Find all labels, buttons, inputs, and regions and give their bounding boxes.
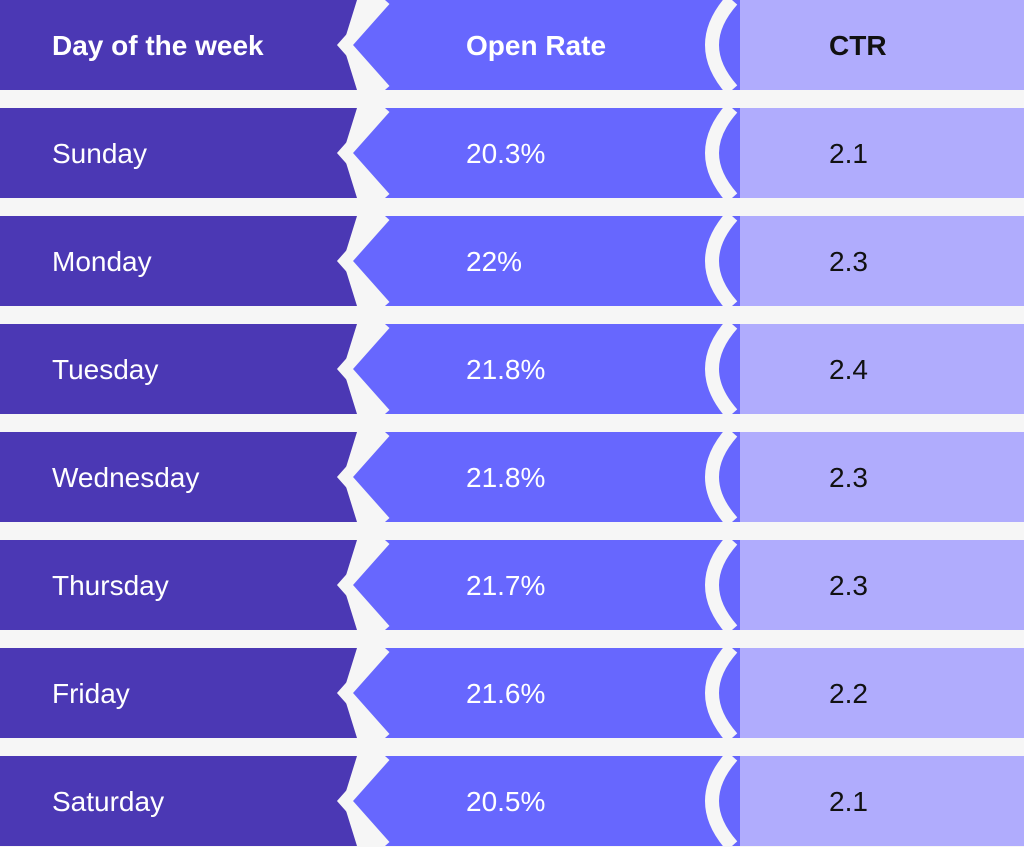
ctr-cell-bg [712, 0, 1024, 90]
open-rate-cell-bg [345, 216, 740, 306]
day-label: Saturday [52, 786, 164, 817]
ctr-cell-bg [712, 324, 1024, 414]
day-cell-bg [0, 108, 357, 198]
open-rate-value: 21.8% [466, 354, 545, 385]
day-cell-bg [0, 0, 357, 90]
ctr-value: 2.1 [829, 138, 868, 169]
ctr-value: 2.3 [829, 570, 868, 601]
ctr-cell-bg [712, 216, 1024, 306]
day-label: Monday [52, 246, 152, 277]
ctr-cell-bg [712, 540, 1024, 630]
ctr-value: 2.4 [829, 354, 868, 385]
open-rate-value: 21.6% [466, 678, 545, 709]
table-row: Monday 22% 2.3 [0, 211, 1024, 311]
day-cell-bg [0, 432, 357, 522]
ctr-cell-divider [705, 535, 738, 635]
open-rate-value: 20.5% [466, 786, 545, 817]
table-row: Friday 21.6% 2.2 [0, 643, 1024, 743]
header-row: Day of the week Open Rate CTR [0, 0, 1024, 95]
open-rate-cell-bg [345, 540, 740, 630]
ctr-cell-divider [705, 643, 738, 743]
day-cell-divider [336, 752, 390, 847]
day-cell-divider [336, 0, 390, 94]
day-cell-bg [0, 540, 357, 630]
ctr-value: 2.3 [829, 246, 868, 277]
open-rate-value: 22% [466, 246, 522, 277]
table-row: Sunday 20.3% 2.1 [0, 103, 1024, 203]
open-rate-cell-bg [345, 324, 740, 414]
day-cell-divider [336, 428, 390, 526]
column-header-day: Day of the week [52, 30, 264, 61]
ctr-cell-divider [705, 103, 738, 203]
ctr-value: 2.1 [829, 786, 868, 817]
ctr-cell-divider [705, 751, 738, 847]
day-cell-divider [336, 644, 390, 742]
open-rate-cell-bg [345, 432, 740, 522]
ctr-value: 2.3 [829, 462, 868, 493]
day-label: Tuesday [52, 354, 158, 385]
open-rate-cell-bg [345, 648, 740, 738]
open-rate-cell-bg [345, 108, 740, 198]
ctr-cell-divider [705, 319, 738, 419]
day-label: Thursday [52, 570, 169, 601]
open-rate-cell-bg [345, 0, 740, 90]
ctr-cell-divider [705, 427, 738, 527]
ctr-cell-bg [712, 432, 1024, 522]
table-row: Thursday 21.7% 2.3 [0, 535, 1024, 635]
day-cell-bg [0, 648, 357, 738]
day-label: Friday [52, 678, 130, 709]
day-label: Sunday [52, 138, 147, 169]
column-header-open-rate: Open Rate [466, 30, 606, 61]
day-label: Wednesday [52, 462, 199, 493]
day-cell-divider [336, 536, 390, 634]
ctr-cell-divider [705, 211, 738, 311]
ctr-cell-bg [712, 648, 1024, 738]
day-cell-divider [336, 104, 390, 202]
ctr-value: 2.2 [829, 678, 868, 709]
table-row: Tuesday 21.8% 2.4 [0, 319, 1024, 419]
open-rate-value: 21.7% [466, 570, 545, 601]
column-header-ctr: CTR [829, 30, 887, 61]
open-rate-value: 21.8% [466, 462, 545, 493]
day-cell-bg [0, 756, 357, 846]
table-row: Saturday 20.5% 2.1 [0, 751, 1024, 847]
day-cell-bg [0, 324, 357, 414]
ctr-cell-divider [705, 0, 738, 95]
table-row: Wednesday 21.8% 2.3 [0, 427, 1024, 527]
open-rate-value: 20.3% [466, 138, 545, 169]
ctr-cell-bg [712, 108, 1024, 198]
day-cell-divider [336, 212, 390, 310]
day-cell-divider [336, 320, 390, 418]
ctr-cell-bg [712, 756, 1024, 846]
open-rate-cell-bg [345, 756, 740, 846]
day-cell-bg [0, 216, 357, 306]
